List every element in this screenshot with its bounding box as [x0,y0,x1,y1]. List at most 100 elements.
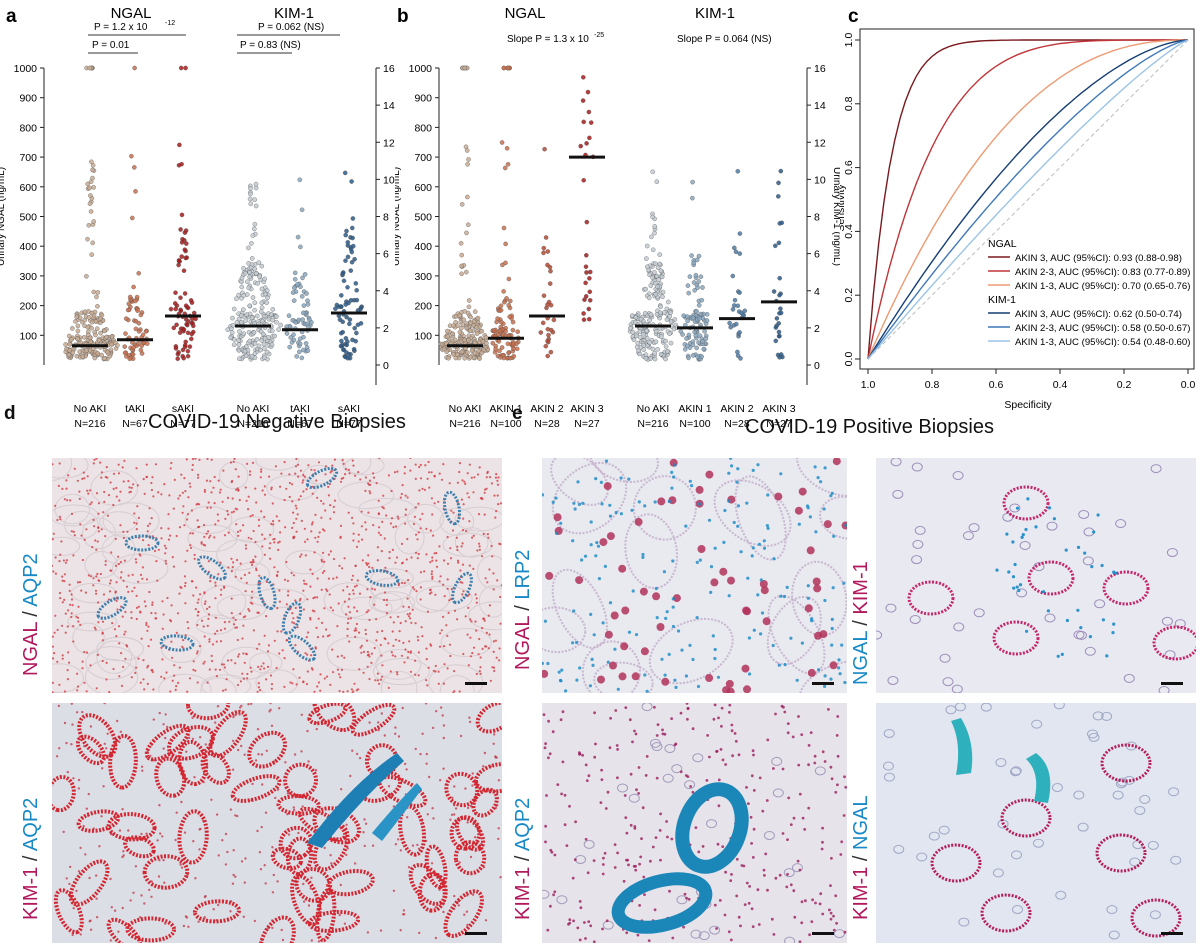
stain-dot [303,475,306,478]
nucleus-outline [641,703,653,712]
nucleus-outline [995,757,1007,767]
stain-dot [204,743,207,746]
kim1-dot [561,760,565,764]
stain-dot [193,553,196,556]
stain-dot [453,813,456,816]
stain-dot [285,848,288,851]
legend-entry: AKIN 1-3, AUC (95%CI): 0.70 (0.65-0.76) [1015,281,1190,292]
stain-dot [389,522,392,525]
ngal-cell [604,630,613,639]
stain-dot [102,511,105,514]
data-point [98,316,103,321]
stain-dot [480,555,484,558]
stain-dot [127,829,130,832]
stain-dot [236,638,239,642]
stain-dot [434,670,437,673]
kim1-dot [735,857,739,861]
kim1-dot [740,864,744,867]
stain-dot [408,640,411,643]
stain-dot [296,626,299,629]
lrp2-dot [631,589,635,593]
stain-dot [61,601,64,604]
stain-dot [92,584,95,587]
stain-dot [264,882,267,885]
lrp2-dot [627,630,632,634]
nucleus-outline [1108,930,1120,940]
stain-second: LRP2 [512,549,534,600]
nucleus-outline [954,703,966,712]
data-point [503,329,508,334]
stain-dot [202,819,205,822]
stain-dot [259,868,263,871]
stain-dot [95,874,98,877]
stain-dot [53,631,56,634]
data-point [140,332,146,338]
stain-dot [214,584,217,587]
stain-dot [292,536,295,540]
data-point [232,337,237,342]
stain-dot [184,602,187,605]
stain-dot [396,470,399,473]
stain-dot [285,639,289,642]
tubule-outline [249,652,283,674]
kim1-dot [829,884,832,887]
lrp2-dot [571,539,575,543]
kim1-dot [638,904,641,907]
kim1-dot [578,900,582,903]
kim1-dot [800,900,804,904]
data-point [255,281,260,286]
kim1-dot [560,792,563,796]
ngal-cell [606,532,615,541]
stain-dot [191,580,194,583]
lrp2-dot [691,657,695,662]
kim1-tubule [290,873,322,927]
y-right-tick-label: 2 [383,323,389,335]
kim1-dot [561,710,565,714]
stain-dot [136,505,139,508]
stain-dot [404,494,407,497]
stain-dot [170,604,173,607]
stain-dot [160,493,163,496]
data-point [460,322,466,327]
kim1-dot [834,790,838,794]
stain-dot [431,556,434,559]
data-point [510,327,516,333]
stain-dot [299,469,303,472]
nucleus-outline [912,539,924,549]
tubule-outline [648,617,734,685]
kim1-dot [729,879,733,882]
stain-dot [431,726,435,730]
stain-dot [284,761,287,764]
lrp2-dot [747,636,751,640]
stain-dot [407,650,410,654]
kim1-tubule [276,794,321,816]
data-point [477,356,482,361]
stain-dot [58,683,61,686]
data-point [278,322,283,328]
stain-dot [427,460,430,464]
stain-dot [360,651,363,654]
stain-dot [117,472,121,475]
kim1-dot [659,858,662,862]
stain-dot [54,504,57,507]
lrp2-dot [795,678,799,682]
data-point [457,313,462,318]
nucleus-outline [1106,905,1118,915]
stain-dot [196,473,200,476]
data-point [184,241,189,246]
data-point [644,328,649,334]
lrp2-dot [736,467,740,471]
stain-dot [443,663,446,666]
stain-dot [137,516,140,519]
ngal-cell [832,458,841,466]
data-point [501,289,506,294]
stain-dot [78,497,81,500]
stain-dot [254,487,257,490]
stain-dot [146,629,149,632]
stain-dot [151,476,154,479]
stain-dot [181,511,184,514]
group-kim-1-akin-1 [678,179,710,362]
ngal-dot [1056,654,1060,658]
data-point [547,281,553,286]
annotation-slope-p: Slope P = 1.3 x 10 [507,34,589,45]
